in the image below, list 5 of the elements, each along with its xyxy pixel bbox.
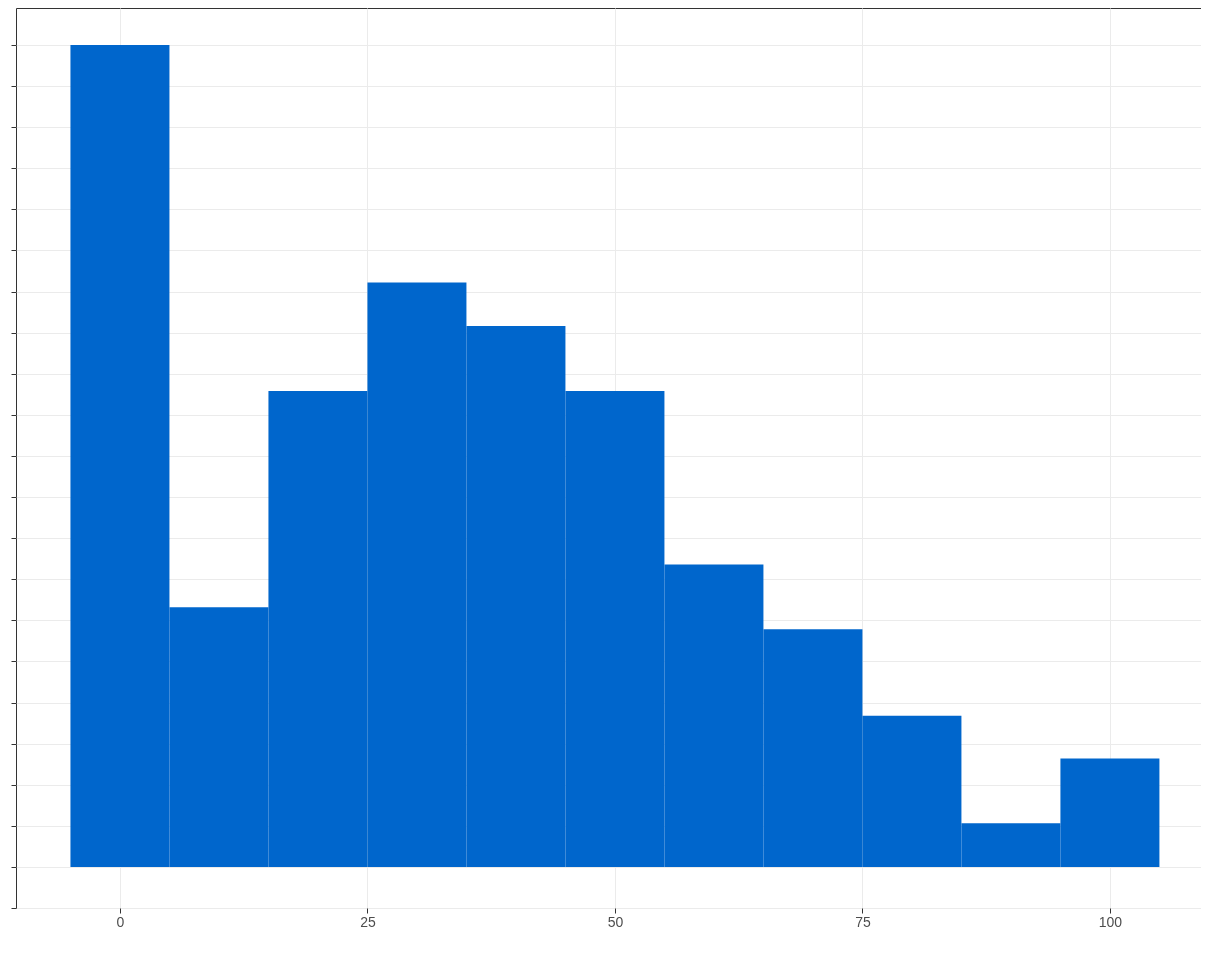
x-tick-label: 75 [855,913,871,930]
x-tick-label: 25 [360,913,376,930]
x-tick-label: 50 [607,913,624,930]
x-tick-label: 100 [1098,913,1123,930]
x-tick-label: 0 [116,913,125,930]
